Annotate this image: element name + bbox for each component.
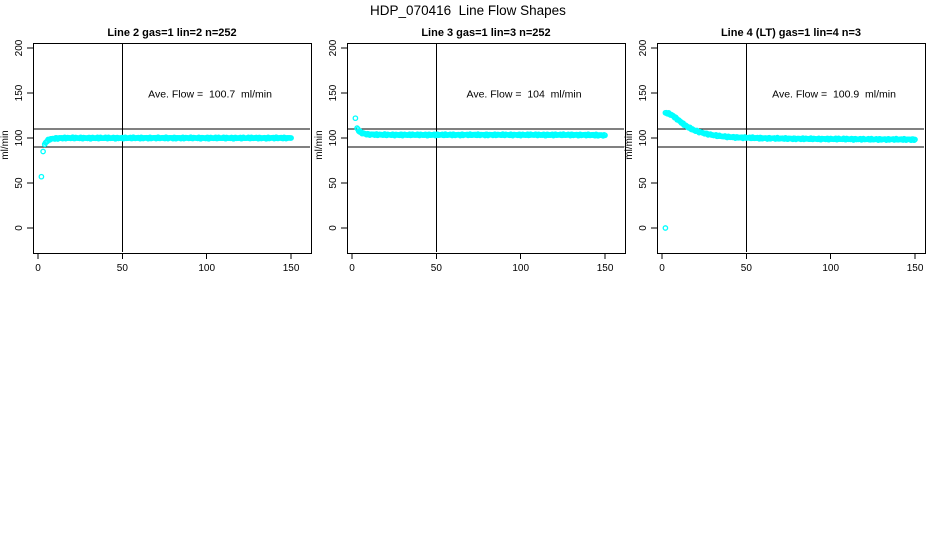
x-tick-label: 100 xyxy=(512,263,529,274)
y-axis-label: ml/min xyxy=(624,130,635,159)
data-point xyxy=(38,173,45,180)
y-tick-label: 150 xyxy=(638,84,649,101)
y-tick-label: 0 xyxy=(14,225,25,231)
x-tick-label: 0 xyxy=(659,263,665,274)
plot-box xyxy=(347,43,626,254)
x-tick-label: 150 xyxy=(907,263,924,274)
x-tick-label: 50 xyxy=(741,263,753,274)
y-tick-label: 50 xyxy=(14,177,25,189)
x-tick-label: 150 xyxy=(597,263,614,274)
y-tick-label: 100 xyxy=(638,129,649,146)
data-point xyxy=(288,135,294,141)
x-tick-label: 50 xyxy=(431,263,443,274)
plot-1: Line 2 gas=1 lin=2 n=252 0 50 100 150 0 50 100 1… xyxy=(0,27,312,274)
y-tick-label: 150 xyxy=(14,84,25,101)
plots-root: Line 2 gas=1 lin=2 n=252 0 50 100 150 0 50 100 1… xyxy=(0,27,926,274)
y-tick-label: 50 xyxy=(328,177,339,189)
x-tick-label: 150 xyxy=(283,263,300,274)
x-tick-label: 100 xyxy=(822,263,839,274)
plot-title: Line 4 (LT) gas=1 lin=4 n=3 xyxy=(721,27,861,39)
data-point xyxy=(602,132,608,139)
plot-3: Line 4 (LT) gas=1 lin=4 n=3 0 50 100 150 0 50 1… xyxy=(624,27,926,274)
plot-box xyxy=(33,43,312,254)
x-tick-label: 0 xyxy=(349,263,355,274)
ave-flow-annotation: Ave. Flow = 100.7 ml/min xyxy=(148,89,272,101)
x-tick-label: 0 xyxy=(35,263,41,274)
y-tick-label: 50 xyxy=(638,177,649,189)
data-point xyxy=(40,148,46,155)
plot-title: Line 3 gas=1 lin=3 n=252 xyxy=(421,27,550,39)
ave-flow-annotation: Ave. Flow = 104 ml/min xyxy=(467,89,582,101)
y-tick-label: 200 xyxy=(638,39,649,56)
plot-box xyxy=(657,43,926,254)
y-axis-label: ml/min xyxy=(314,130,325,159)
plot-2: Line 3 gas=1 lin=3 n=252 0 50 100 150 0 50 100 1… xyxy=(314,27,626,274)
data-point xyxy=(662,225,669,231)
y-tick-label: 100 xyxy=(328,129,339,146)
y-tick-label: 100 xyxy=(14,129,25,146)
y-tick-label: 0 xyxy=(638,225,649,231)
data-point xyxy=(352,115,359,122)
ave-flow-annotation: Ave. Flow = 100.9 ml/min xyxy=(772,89,896,101)
plot-title: Line 2 gas=1 lin=2 n=252 xyxy=(107,27,236,39)
y-tick-label: 0 xyxy=(328,225,339,231)
y-tick-label: 200 xyxy=(328,39,339,56)
data-point xyxy=(912,136,918,143)
figure-title: HDP_070416 Line Flow Shapes xyxy=(370,3,566,18)
y-tick-label: 200 xyxy=(14,39,25,56)
y-axis-label: ml/min xyxy=(0,130,11,159)
y-tick-label: 150 xyxy=(328,84,339,101)
x-tick-label: 50 xyxy=(117,263,129,274)
x-tick-label: 100 xyxy=(198,263,215,274)
